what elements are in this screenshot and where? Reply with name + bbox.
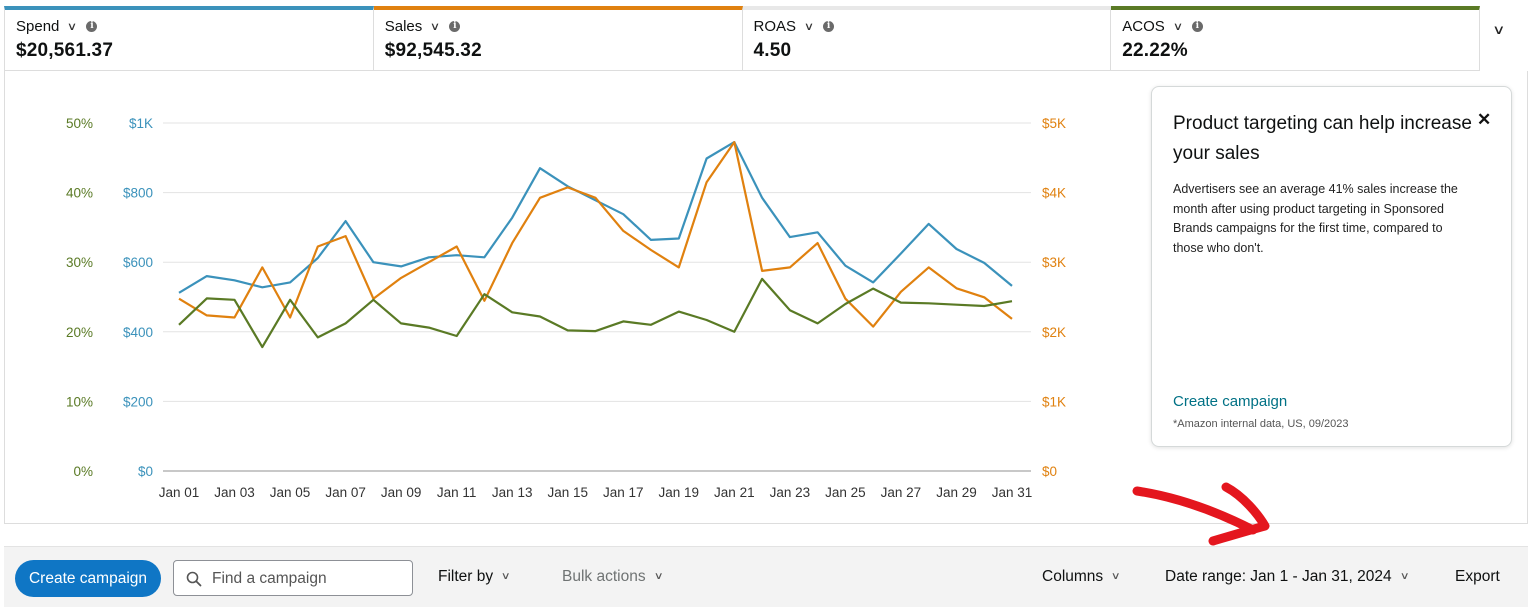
- chevron-down-icon: ∨: [500, 571, 511, 582]
- metric-card-spend[interactable]: Spend ∨ i $20,561.37: [4, 6, 374, 71]
- acos-axis-tick-label: 50%: [66, 116, 93, 131]
- performance-chart: 0% 10% 20% 30% 40% 50% $0 $200 $400 $600 $800 $1K $0…: [66, 116, 1066, 500]
- sales-axis-tick-label: $0: [1042, 464, 1057, 479]
- metric-label: ROAS: [753, 18, 797, 35]
- search-input[interactable]: [210, 568, 405, 590]
- sales-axis-tick-label: $4K: [1042, 186, 1066, 201]
- acos-axis-tick-label: 30%: [66, 255, 93, 270]
- close-icon[interactable]: ✕: [1477, 110, 1492, 129]
- search-icon: [186, 571, 202, 587]
- chevron-down-icon[interactable]: ∨: [67, 21, 78, 33]
- columns-label: Columns: [1042, 568, 1104, 585]
- metric-value: 22.22%: [1122, 40, 1188, 61]
- x-axis-tick-label: Jan 25: [825, 485, 866, 500]
- export-button[interactable]: Export: [1455, 568, 1500, 585]
- metric-label: Spend: [16, 18, 60, 35]
- metric-value: $20,561.37: [16, 40, 114, 61]
- spend-axis-tick-label: $1K: [129, 116, 153, 131]
- columns-dropdown[interactable]: Columns ∨: [1042, 568, 1121, 586]
- x-axis-tick-label: Jan 01: [159, 485, 200, 500]
- search-box[interactable]: [173, 560, 413, 596]
- x-axis-tick-label: Jan 27: [881, 485, 922, 500]
- acos-axis-tick-label: 40%: [66, 186, 93, 201]
- info-icon[interactable]: i: [1191, 21, 1203, 32]
- chevron-down-icon[interactable]: ∨: [1492, 22, 1506, 37]
- spend-axis-tick-label: $200: [123, 394, 153, 409]
- chevron-down-icon: ∨: [1110, 571, 1121, 582]
- spend-axis-tick-label: $0: [138, 464, 153, 479]
- x-axis-tick-label: Jan 21: [714, 485, 755, 500]
- metric-label: ACOS: [1122, 18, 1165, 35]
- x-axis-tick-label: Jan 13: [492, 485, 533, 500]
- info-icon[interactable]: i: [86, 21, 98, 32]
- x-axis-tick-label: Jan 07: [325, 485, 366, 500]
- series-line-spend: [178, 140, 1013, 294]
- red-arrow-annotation: [1132, 482, 1270, 546]
- metrics-bar: Spend ∨ i $20,561.37 Sales ∨ i $92,545.32 RO…: [4, 6, 1480, 71]
- x-axis-tick-label: Jan 15: [547, 485, 588, 500]
- bulk-actions-label: Bulk actions: [562, 568, 646, 585]
- x-axis-tick-label: Jan 23: [770, 485, 811, 500]
- series-line-acos: [178, 277, 1013, 349]
- metric-label: Sales: [384, 18, 423, 35]
- info-icon[interactable]: i: [449, 21, 461, 32]
- spend-axis-tick-label: $800: [123, 186, 153, 201]
- promo-footnote: *Amazon internal data, US, 09/2023: [1173, 418, 1349, 430]
- x-axis-tick-label: Jan 17: [603, 485, 644, 500]
- chevron-down-icon: ∨: [1399, 571, 1410, 582]
- metric-value: 4.50: [753, 40, 792, 61]
- acos-axis-tick-label: 10%: [66, 394, 93, 409]
- series-line-sales: [178, 140, 1013, 328]
- metric-card-acos[interactable]: ACOS ∨ i 22.22%: [1111, 6, 1480, 71]
- chevron-down-icon[interactable]: ∨: [430, 21, 441, 33]
- chevron-down-icon: ∨: [653, 571, 664, 582]
- metric-card-sales[interactable]: Sales ∨ i $92,545.32: [373, 6, 743, 71]
- x-axis-tick-label: Jan 31: [992, 485, 1033, 500]
- sales-axis-tick-label: $2K: [1042, 325, 1066, 340]
- metric-card-roas[interactable]: ROAS ∨ i 4.50: [742, 6, 1112, 71]
- x-axis-tick-label: Jan 05: [270, 485, 311, 500]
- sales-axis-tick-label: $1K: [1042, 394, 1066, 409]
- promo-body: Advertisers see an average 41% sales inc…: [1173, 182, 1458, 255]
- x-axis-tick-label: Jan 09: [381, 485, 422, 500]
- sales-axis-tick-label: $3K: [1042, 255, 1066, 270]
- x-axis-tick-label: Jan 11: [437, 485, 477, 500]
- chevron-down-icon[interactable]: ∨: [1172, 21, 1184, 33]
- x-axis-tick-label: Jan 19: [659, 485, 700, 500]
- chevron-down-icon[interactable]: ∨: [803, 21, 815, 33]
- info-icon[interactable]: i: [823, 21, 835, 32]
- filter-label: Filter by: [438, 568, 494, 585]
- acos-axis-tick-label: 0%: [73, 464, 93, 479]
- filter-by-dropdown[interactable]: Filter by ∨: [438, 568, 511, 586]
- campaign-toolbar: Create campaign Filter by ∨ Bulk actions ∨…: [4, 546, 1528, 607]
- spend-axis-tick-label: $600: [123, 255, 153, 270]
- date-range-label: Date range: Jan 1 - Jan 31, 2024: [1165, 568, 1392, 585]
- x-axis-tick-label: Jan 29: [936, 485, 977, 500]
- metric-value: $92,545.32: [384, 40, 482, 61]
- create-campaign-button[interactable]: Create campaign: [15, 560, 161, 597]
- sales-axis-tick-label: $5K: [1042, 116, 1066, 131]
- date-range-dropdown[interactable]: Date range: Jan 1 - Jan 31, 2024 ∨: [1165, 568, 1410, 586]
- bulk-actions-dropdown[interactable]: Bulk actions ∨: [562, 568, 664, 586]
- promo-title: Product targeting can help increase your…: [1173, 113, 1472, 164]
- spend-axis-tick-label: $400: [123, 325, 153, 340]
- acos-axis-tick-label: 20%: [66, 325, 93, 340]
- promo-card: Product targeting can help increase your…: [1151, 86, 1512, 447]
- x-axis-tick-label: Jan 03: [214, 485, 255, 500]
- promo-create-campaign-link[interactable]: Create campaign: [1173, 393, 1288, 410]
